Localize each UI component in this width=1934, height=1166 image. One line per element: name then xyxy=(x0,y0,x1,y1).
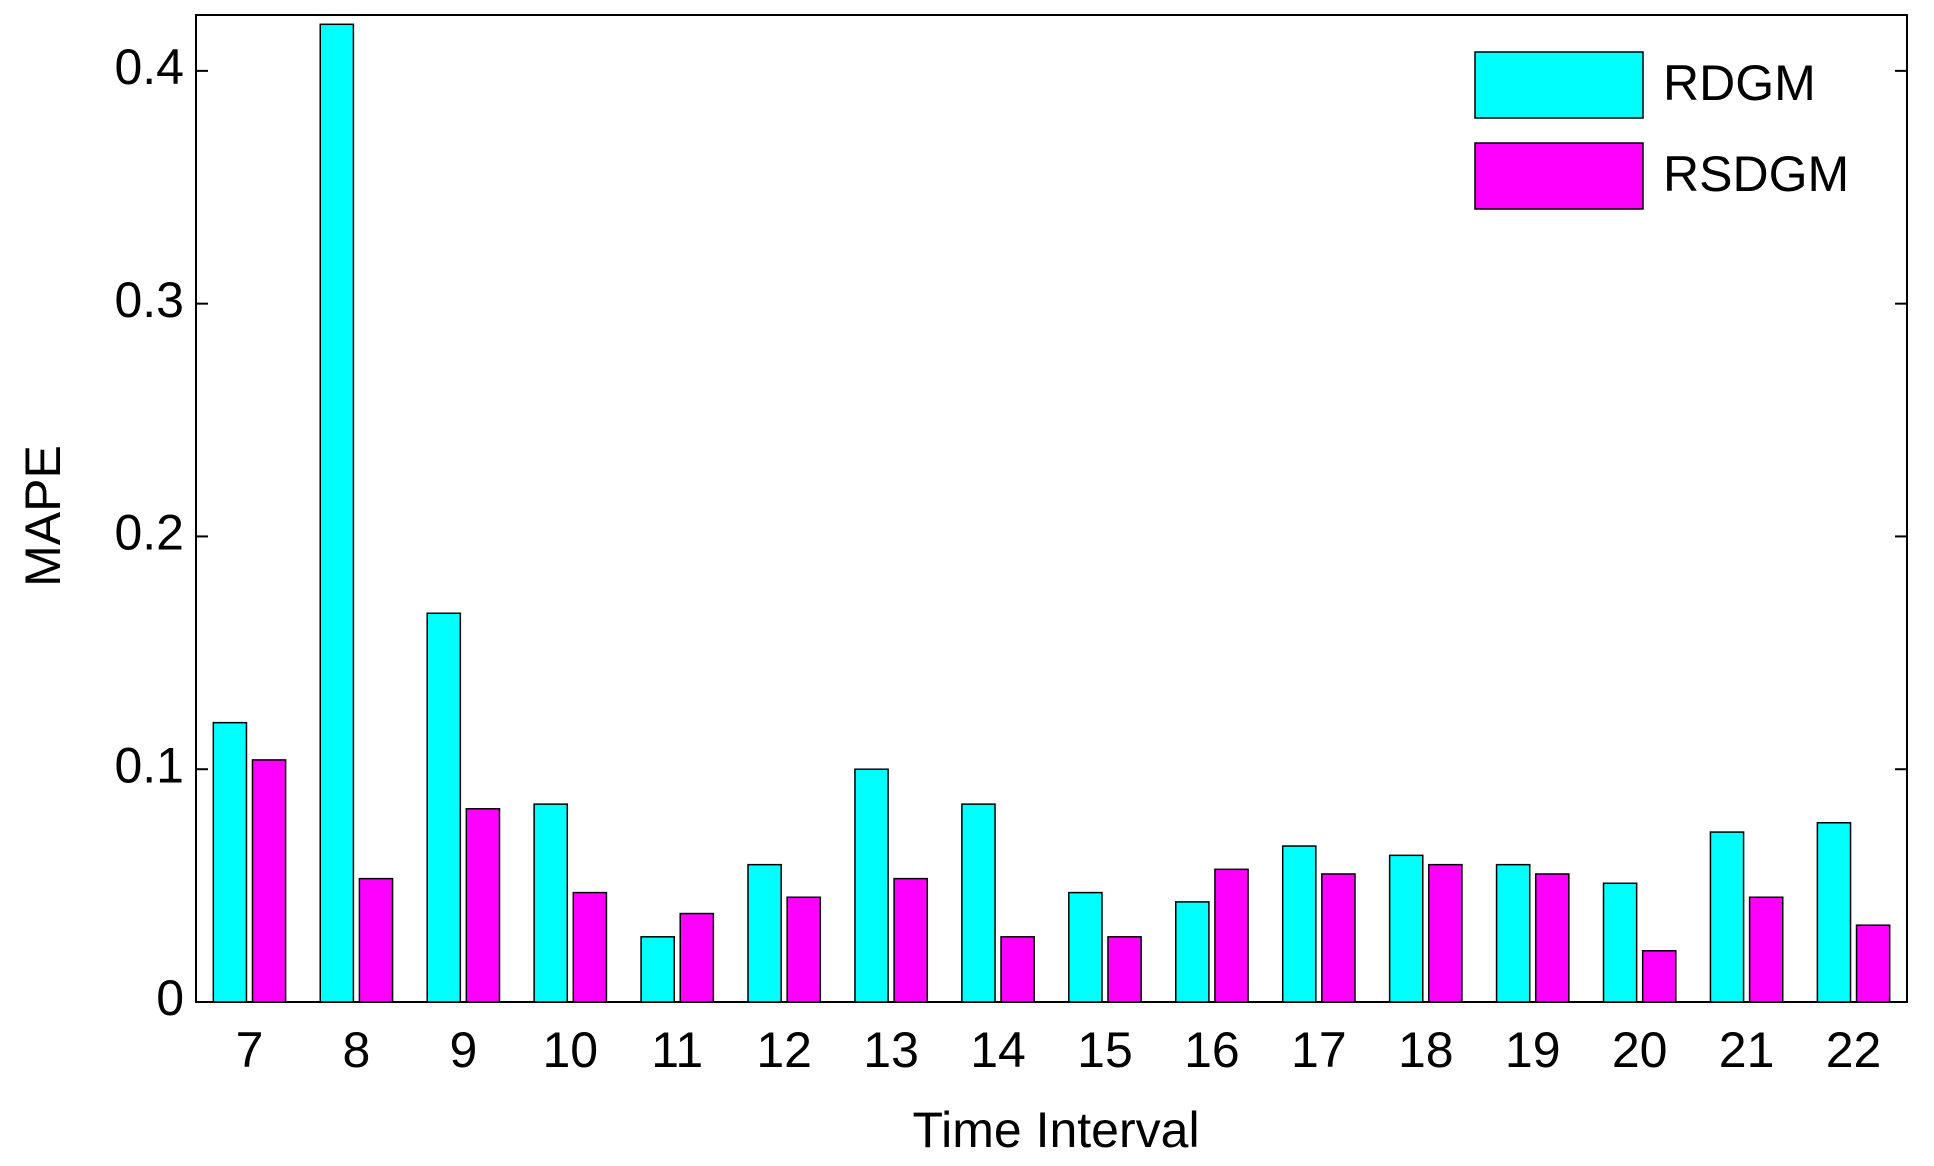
bar xyxy=(1107,936,1142,1003)
x-tick-label: 10 xyxy=(542,1022,598,1078)
bar xyxy=(1534,873,1570,1003)
bar xyxy=(1428,863,1463,1003)
bar xyxy=(1175,901,1210,1003)
y-tick-label: 0.1 xyxy=(114,737,184,793)
bar xyxy=(1602,882,1638,1003)
x-tick-label: 16 xyxy=(1184,1022,1240,1078)
y-tick-label: 0.4 xyxy=(114,39,184,95)
legend-swatch xyxy=(1474,142,1644,210)
bar xyxy=(1214,868,1249,1003)
x-tick-label: 9 xyxy=(449,1022,477,1078)
bar xyxy=(251,759,287,1003)
bar xyxy=(1388,854,1424,1003)
bar xyxy=(1321,873,1356,1003)
y-tick-label: 0 xyxy=(156,970,184,1026)
bar xyxy=(640,936,675,1003)
x-tick-label: 20 xyxy=(1612,1022,1668,1078)
x-tick-label: 12 xyxy=(756,1022,812,1078)
bar xyxy=(533,803,569,1003)
bar xyxy=(747,863,782,1003)
legend-swatch xyxy=(1474,51,1644,119)
x-tick-label: 11 xyxy=(651,1022,703,1078)
x-tick-label: 14 xyxy=(970,1022,1026,1078)
bar xyxy=(1000,936,1035,1003)
bar xyxy=(1855,924,1891,1003)
x-tick-label: 8 xyxy=(343,1022,371,1078)
x-tick-label: 13 xyxy=(863,1022,919,1078)
bar xyxy=(1709,831,1745,1003)
x-tick-label: 18 xyxy=(1398,1022,1454,1078)
legend-label: RDGM xyxy=(1663,55,1816,111)
bar xyxy=(212,721,248,1003)
legend-label: RSDGM xyxy=(1663,146,1849,202)
plot-frame xyxy=(195,14,1908,1003)
bar xyxy=(465,808,501,1003)
bar xyxy=(961,803,996,1003)
bar xyxy=(426,612,462,1003)
x-tick-label: 17 xyxy=(1291,1022,1347,1078)
y-axis-label: MAPE xyxy=(15,445,71,587)
bar xyxy=(1748,896,1784,1003)
x-tick-label: 19 xyxy=(1505,1022,1561,1078)
x-tick-label: 21 xyxy=(1719,1022,1775,1078)
x-tick-label: 7 xyxy=(236,1022,264,1078)
bar xyxy=(1068,891,1103,1003)
x-tick-label: 22 xyxy=(1826,1022,1882,1078)
bar xyxy=(1641,950,1677,1003)
bar xyxy=(572,891,608,1003)
y-tick-label: 0.3 xyxy=(114,272,184,328)
bar xyxy=(854,768,889,1003)
bar xyxy=(893,877,928,1003)
bar xyxy=(319,23,355,1003)
bar xyxy=(1281,845,1317,1003)
x-tick-label: 15 xyxy=(1077,1022,1133,1078)
bar xyxy=(1816,822,1852,1003)
x-axis-label: Time Interval xyxy=(912,1102,1199,1158)
y-tick-label: 0.2 xyxy=(114,505,184,561)
bar xyxy=(1495,863,1531,1003)
bar xyxy=(358,877,394,1003)
bar xyxy=(679,912,715,1003)
bar xyxy=(786,896,822,1003)
